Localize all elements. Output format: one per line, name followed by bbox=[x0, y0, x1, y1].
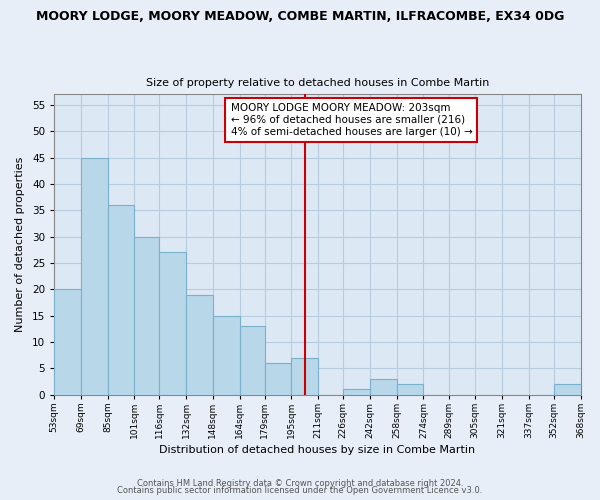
Text: MOORY LODGE, MOORY MEADOW, COMBE MARTIN, ILFRACOMBE, EX34 0DG: MOORY LODGE, MOORY MEADOW, COMBE MARTIN,… bbox=[36, 10, 564, 23]
Text: Contains public sector information licensed under the Open Government Licence v3: Contains public sector information licen… bbox=[118, 486, 482, 495]
Bar bbox=[397, 384, 424, 394]
Y-axis label: Number of detached properties: Number of detached properties bbox=[15, 157, 25, 332]
X-axis label: Distribution of detached houses by size in Combe Martin: Distribution of detached houses by size … bbox=[159, 445, 475, 455]
Bar bbox=[370, 379, 397, 394]
Text: MOORY LODGE MOORY MEADOW: 203sqm
← 96% of detached houses are smaller (216)
4% o: MOORY LODGE MOORY MEADOW: 203sqm ← 96% o… bbox=[230, 104, 472, 136]
Bar bbox=[292, 358, 318, 395]
Bar bbox=[343, 390, 370, 394]
Bar bbox=[186, 294, 213, 394]
Bar bbox=[265, 363, 292, 394]
Bar bbox=[134, 236, 160, 394]
Bar bbox=[107, 205, 134, 394]
Bar bbox=[213, 316, 239, 394]
Bar bbox=[81, 158, 107, 394]
Bar bbox=[160, 252, 186, 394]
Title: Size of property relative to detached houses in Combe Martin: Size of property relative to detached ho… bbox=[146, 78, 489, 88]
Bar bbox=[54, 290, 81, 395]
Text: Contains HM Land Registry data © Crown copyright and database right 2024.: Contains HM Land Registry data © Crown c… bbox=[137, 478, 463, 488]
Bar bbox=[554, 384, 581, 394]
Bar bbox=[239, 326, 265, 394]
